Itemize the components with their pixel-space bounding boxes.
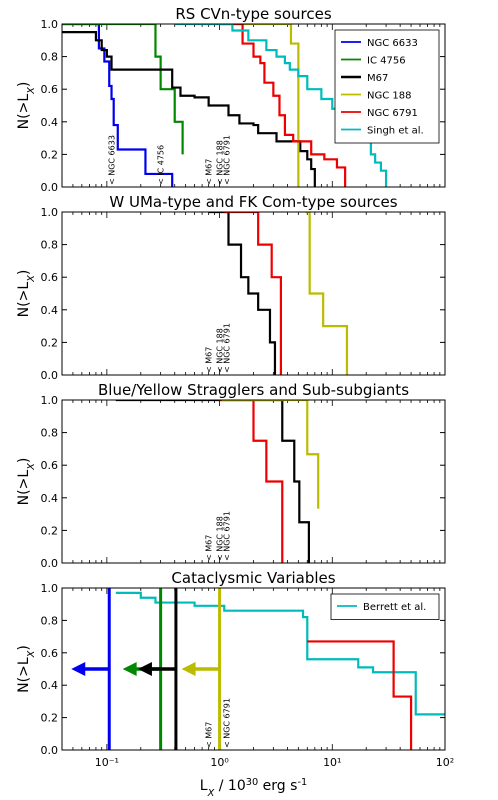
- panel-title: W UMa-type and FK Com-type sources: [109, 193, 397, 211]
- x-tick-label: 10¹: [323, 756, 341, 769]
- limit-annotation: < M67: [205, 159, 214, 185]
- series-line-m67: [115, 400, 310, 563]
- legend-label: NGC 188: [367, 91, 411, 102]
- y-tick-label: 0.0: [41, 369, 59, 382]
- plot-frame: [61, 587, 446, 751]
- series-line-m67: [208, 212, 277, 375]
- y-tick-label: 0.0: [41, 557, 59, 570]
- series-line-singh-et-al-: [174, 24, 388, 187]
- upper-limit-arrow-head: [71, 662, 86, 676]
- plot-frame: [61, 399, 446, 564]
- x-tick-label: 10²: [436, 756, 454, 769]
- plot-frame: [61, 23, 446, 188]
- limit-annotation: < NGC 6791: [222, 698, 231, 748]
- series-line-ngc-6791: [224, 212, 282, 375]
- y-tick-label: 0.6: [41, 647, 59, 660]
- y-tick-label: 1.0: [41, 18, 59, 31]
- limit-annotation: < NGC 6791: [222, 323, 231, 373]
- series-line-m67: [62, 31, 316, 187]
- legend-label: IC 4756: [367, 56, 406, 67]
- limit-annotation: < NGC 6791: [222, 135, 231, 185]
- y-axis-label: N(>LX): [16, 270, 37, 318]
- y-tick-label: 1.0: [41, 394, 59, 407]
- upper-limit-arrow-head: [137, 662, 152, 676]
- series-line-ngc-188: [305, 212, 349, 375]
- panel-3: Blue/Yellow Stragglers and Sub-subgiants…: [16, 381, 446, 570]
- legend-label: M67: [367, 73, 388, 84]
- series-line-ngc-188: [221, 400, 320, 509]
- y-tick-label: 0.6: [41, 459, 59, 472]
- y-tick-label: 0.0: [41, 181, 59, 194]
- x-tick-label: 10⁻¹: [95, 756, 119, 769]
- panel-1: RS CVn-type sources 0.0 0.2 0.4 0.6 0.8 1.0 N(>…: [16, 5, 446, 194]
- series-group: [208, 212, 349, 375]
- panel-title: Cataclysmic Variables: [171, 569, 335, 587]
- limit-annotation: < IC 4756: [157, 145, 166, 185]
- legend: NGC 6633 IC 4756 M67 NGC 188 NGC 6791 Singh e…: [334, 29, 440, 144]
- upper-limit-arrow-head: [122, 662, 137, 676]
- y-tick-label: 0.2: [41, 148, 59, 161]
- x-axis-label: LX / 1030 erg s-1: [200, 777, 307, 799]
- y-tick-label: 0.8: [41, 239, 59, 252]
- limit-annotation: < NGC 188: [216, 516, 225, 561]
- upper-limit-arrow-head: [181, 662, 196, 676]
- series-line-ic-4756: [62, 24, 184, 155]
- series-group: [62, 24, 388, 187]
- legend-label: NGC 6791: [367, 108, 418, 119]
- y-tick-label: 0.4: [41, 492, 59, 505]
- series-line-ngc-6791: [307, 640, 413, 750]
- series-line-ngc-6791: [219, 24, 347, 187]
- y-tick-label: 0.6: [41, 271, 59, 284]
- y-tick-label: 0.2: [41, 712, 59, 725]
- limit-annotation: < NGC 188: [216, 140, 225, 185]
- series-line-ngc-6791: [219, 400, 284, 563]
- legend: Berrett et al.: [330, 593, 440, 620]
- limit-annotation: < NGC 6633: [108, 135, 117, 185]
- legend-label: Singh et al.: [367, 126, 424, 137]
- series-group: [115, 400, 320, 563]
- y-tick-label: 0.8: [41, 51, 59, 64]
- y-tick-label: 0.8: [41, 427, 59, 440]
- panel-4: Cataclysmic Variables 0.0 0.2 0.4 0.6 0.8 1.0 1…: [16, 569, 454, 799]
- limit-annotation: < M67: [205, 535, 214, 561]
- y-tick-label: 0.6: [41, 83, 59, 96]
- y-axis-label: N(>LX): [16, 458, 37, 506]
- legend-label: Berrett et al.: [363, 602, 426, 613]
- plot-frame: [61, 211, 446, 376]
- x-tick-label: 10⁰: [210, 756, 229, 769]
- y-tick-label: 0.2: [41, 524, 59, 537]
- limit-annotation: < NGC 6791: [222, 511, 231, 561]
- y-tick-label: 0.4: [41, 679, 59, 692]
- series-group: [115, 591, 445, 750]
- y-tick-label: 1.0: [41, 582, 59, 595]
- y-tick-label: 0.4: [41, 304, 59, 317]
- series-line-berrett-et-al-: [115, 591, 445, 716]
- y-tick-label: 0.0: [41, 744, 59, 757]
- legend-label: NGC 6633: [367, 38, 418, 49]
- panel-title: Blue/Yellow Stragglers and Sub-subgiants: [98, 381, 409, 399]
- y-axis-label: N(>LX): [16, 645, 37, 693]
- y-tick-label: 0.2: [41, 336, 59, 349]
- legend-box: [334, 29, 440, 144]
- panel-2: W UMa-type and FK Com-type sources 0.0 0.2…: [16, 193, 446, 382]
- panel-title: RS CVn-type sources: [175, 5, 331, 23]
- series-line-ngc-188: [202, 24, 300, 187]
- y-tick-label: 1.0: [41, 206, 59, 219]
- limit-annotation: < M67: [205, 347, 214, 373]
- limit-annotation: < NGC 188: [216, 328, 225, 373]
- y-tick-label: 0.8: [41, 614, 59, 627]
- y-axis-label: N(>LX): [16, 82, 37, 130]
- series-line-ngc-6633: [62, 24, 174, 187]
- limit-annotation: < M67: [205, 722, 214, 748]
- y-tick-label: 0.4: [41, 116, 59, 129]
